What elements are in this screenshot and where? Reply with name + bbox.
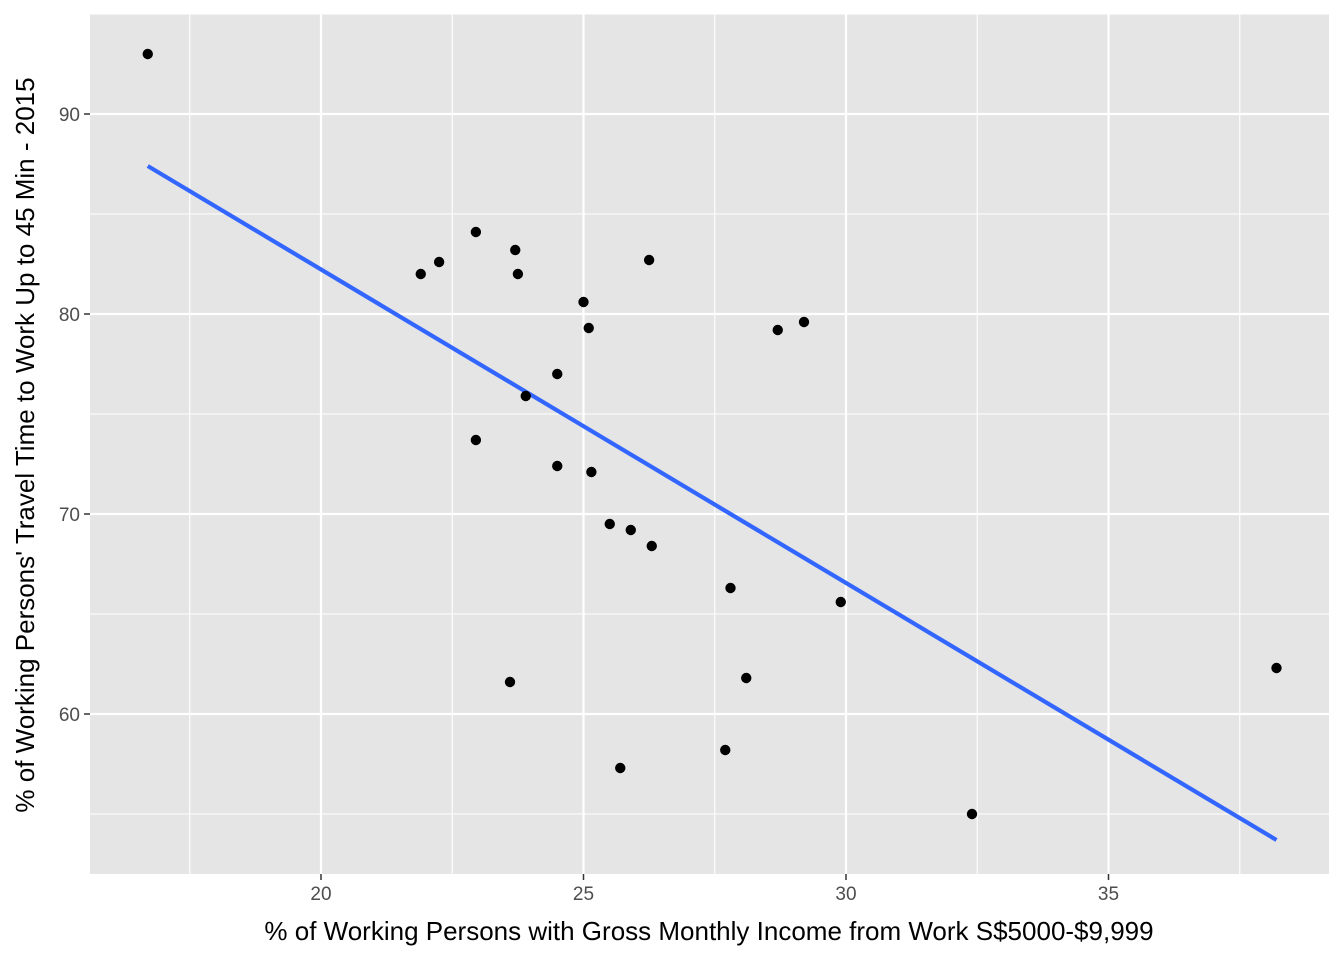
data-point <box>720 744 731 756</box>
data-point <box>643 254 655 266</box>
data-point <box>966 808 978 820</box>
data-point <box>615 762 626 774</box>
data-point <box>578 296 589 308</box>
data-point <box>586 466 597 478</box>
data-point <box>433 256 445 268</box>
data-point <box>1271 662 1282 674</box>
y-tick-label: 80 <box>59 305 80 326</box>
data-point <box>552 460 563 472</box>
data-point <box>510 244 521 256</box>
data-point <box>470 226 482 238</box>
data-point <box>583 322 594 334</box>
data-point <box>504 676 516 688</box>
data-point <box>798 316 810 328</box>
data-point <box>520 390 531 402</box>
data-point <box>835 596 846 608</box>
minor-gridlines <box>90 13 1329 874</box>
x-axis-ticks: 20 25 30 35 <box>310 874 1119 905</box>
data-point <box>142 48 153 60</box>
x-tick-label: 25 <box>573 884 594 905</box>
data-point <box>604 518 615 530</box>
major-gridlines <box>90 14 1329 874</box>
x-tick-label: 30 <box>835 884 856 905</box>
x-tick-label: 35 <box>1098 884 1119 905</box>
data-point <box>470 434 482 446</box>
x-axis-title: % of Working Persons with Gross Monthly … <box>264 916 1153 946</box>
data-point <box>512 268 524 280</box>
y-tick-label: 70 <box>59 505 80 526</box>
data-points <box>142 48 1282 820</box>
data-point <box>741 672 752 684</box>
y-axis-ticks: 60 70 80 90 <box>59 105 90 726</box>
data-point <box>725 582 736 594</box>
y-tick-label: 60 <box>59 705 80 726</box>
data-point <box>646 540 657 552</box>
y-axis-title: % of Working Persons' Travel Time to Wor… <box>10 77 40 812</box>
x-tick-label: 20 <box>310 884 331 905</box>
data-point <box>772 324 783 336</box>
plot-panel <box>90 14 1329 874</box>
data-point <box>625 524 636 536</box>
data-point <box>415 268 426 280</box>
trend-line <box>146 164 1278 842</box>
data-point <box>552 368 563 380</box>
y-tick-label: 90 <box>59 105 80 126</box>
trend-line-layer <box>146 164 1278 842</box>
